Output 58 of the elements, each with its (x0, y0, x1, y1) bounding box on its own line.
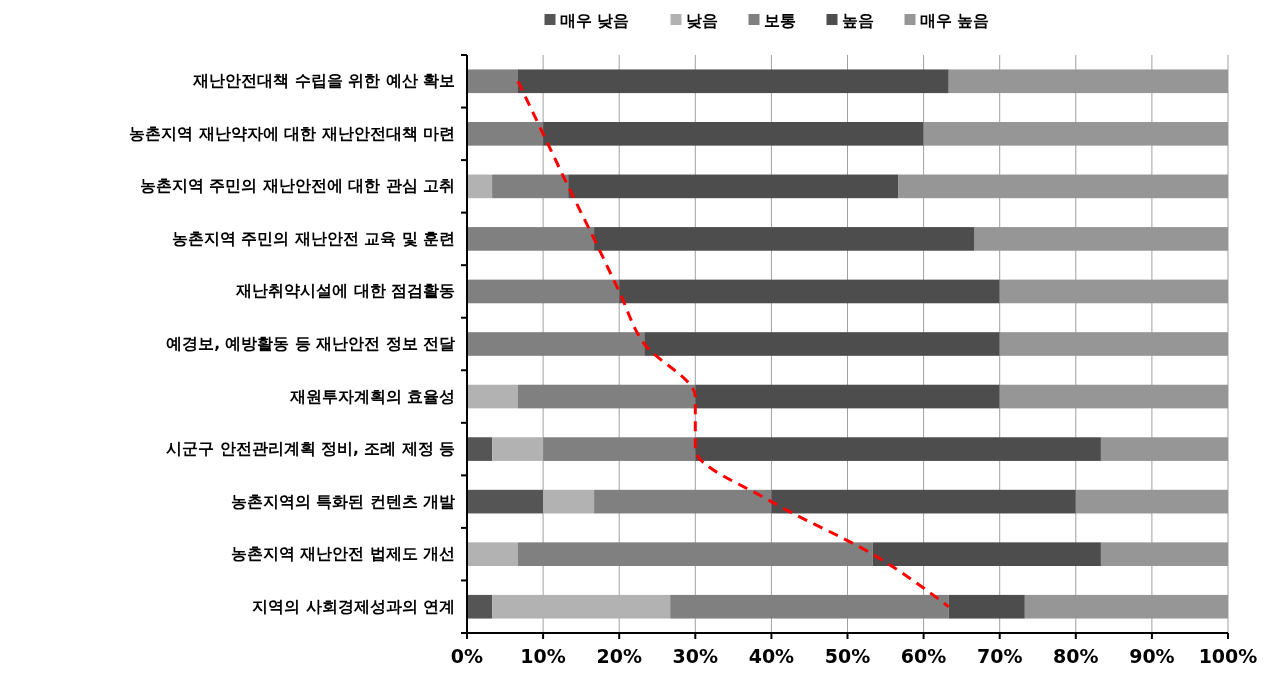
bar (670, 594, 949, 619)
y-tick-label: 농촌지역의 특화된 컨텐츠 개발 (230, 492, 455, 511)
bar (467, 542, 518, 566)
bar (467, 122, 544, 146)
legend-label: 높음 (841, 10, 874, 30)
bar (467, 279, 620, 304)
legend-label: 낮음 (685, 10, 718, 30)
x-tick-label: 80% (1053, 645, 1099, 667)
y-tick-label: 재난취약시설에 대한 점검활동 (235, 282, 455, 301)
bar (594, 489, 772, 514)
bar (517, 69, 949, 94)
x-tick-label: 100% (1198, 645, 1258, 667)
bar (467, 174, 493, 199)
bar (872, 542, 1101, 566)
y-tick-label: 농촌지역 주민의 재난안전 교육 및 훈련 (172, 229, 455, 248)
legend-label: 보통 (763, 10, 796, 30)
bar (517, 542, 873, 566)
bar (467, 332, 645, 356)
bar (695, 437, 1101, 461)
y-tick-label: 재원투자계획의 효율성 (288, 387, 455, 406)
x-tick-label: 20% (596, 645, 642, 667)
legend-label: 매우 낮음 (559, 10, 630, 30)
y-tick-label: 농촌지역 재난안전 법제도 개선 (230, 545, 455, 564)
bar (543, 489, 595, 514)
legend-label: 매우 높음 (919, 10, 990, 30)
bar (517, 384, 696, 409)
bar (948, 594, 1025, 619)
x-tick-label: 60% (900, 645, 947, 667)
bar (467, 69, 518, 94)
x-tick-label: 50% (824, 645, 871, 667)
bar (619, 279, 1000, 304)
y-tick-label: 시군구 안전관리계획 정비, 조례 제정 등 (166, 440, 455, 459)
x-tick-label: 0% (450, 645, 484, 667)
bar (467, 384, 518, 409)
y-tick-label: 지역의 사회경제성과의 연계 (252, 597, 455, 616)
bar (467, 437, 493, 461)
bar (771, 489, 1076, 514)
y-tick-label: 예경보, 예방활동 등 재난안전 정보 전달 (166, 335, 455, 353)
bar (492, 594, 671, 619)
y-tick-label: 재난안전대책 수립을 위한 예산 확보 (192, 72, 455, 91)
bar (467, 227, 595, 251)
bar (695, 384, 1000, 409)
y-tick-label: 농촌지역 재난약자에 대한 재난안전대책 마련 (129, 124, 455, 143)
x-tick-label: 90% (1129, 645, 1175, 667)
bar (644, 332, 1000, 356)
x-tick-label: 40% (748, 645, 795, 667)
y-tick-label: 농촌지역 주민의 재난안전에 대한 관심 고취 (140, 177, 455, 196)
bar (594, 227, 975, 251)
x-tick-label: 30% (672, 645, 719, 667)
bar (568, 174, 899, 199)
bar (467, 489, 544, 514)
bar (467, 594, 493, 619)
x-tick-label: 70% (976, 645, 1023, 667)
x-tick-label: 10% (520, 645, 566, 667)
bar (543, 437, 696, 461)
bar (492, 437, 544, 461)
bar (543, 122, 924, 146)
bar (492, 174, 569, 199)
